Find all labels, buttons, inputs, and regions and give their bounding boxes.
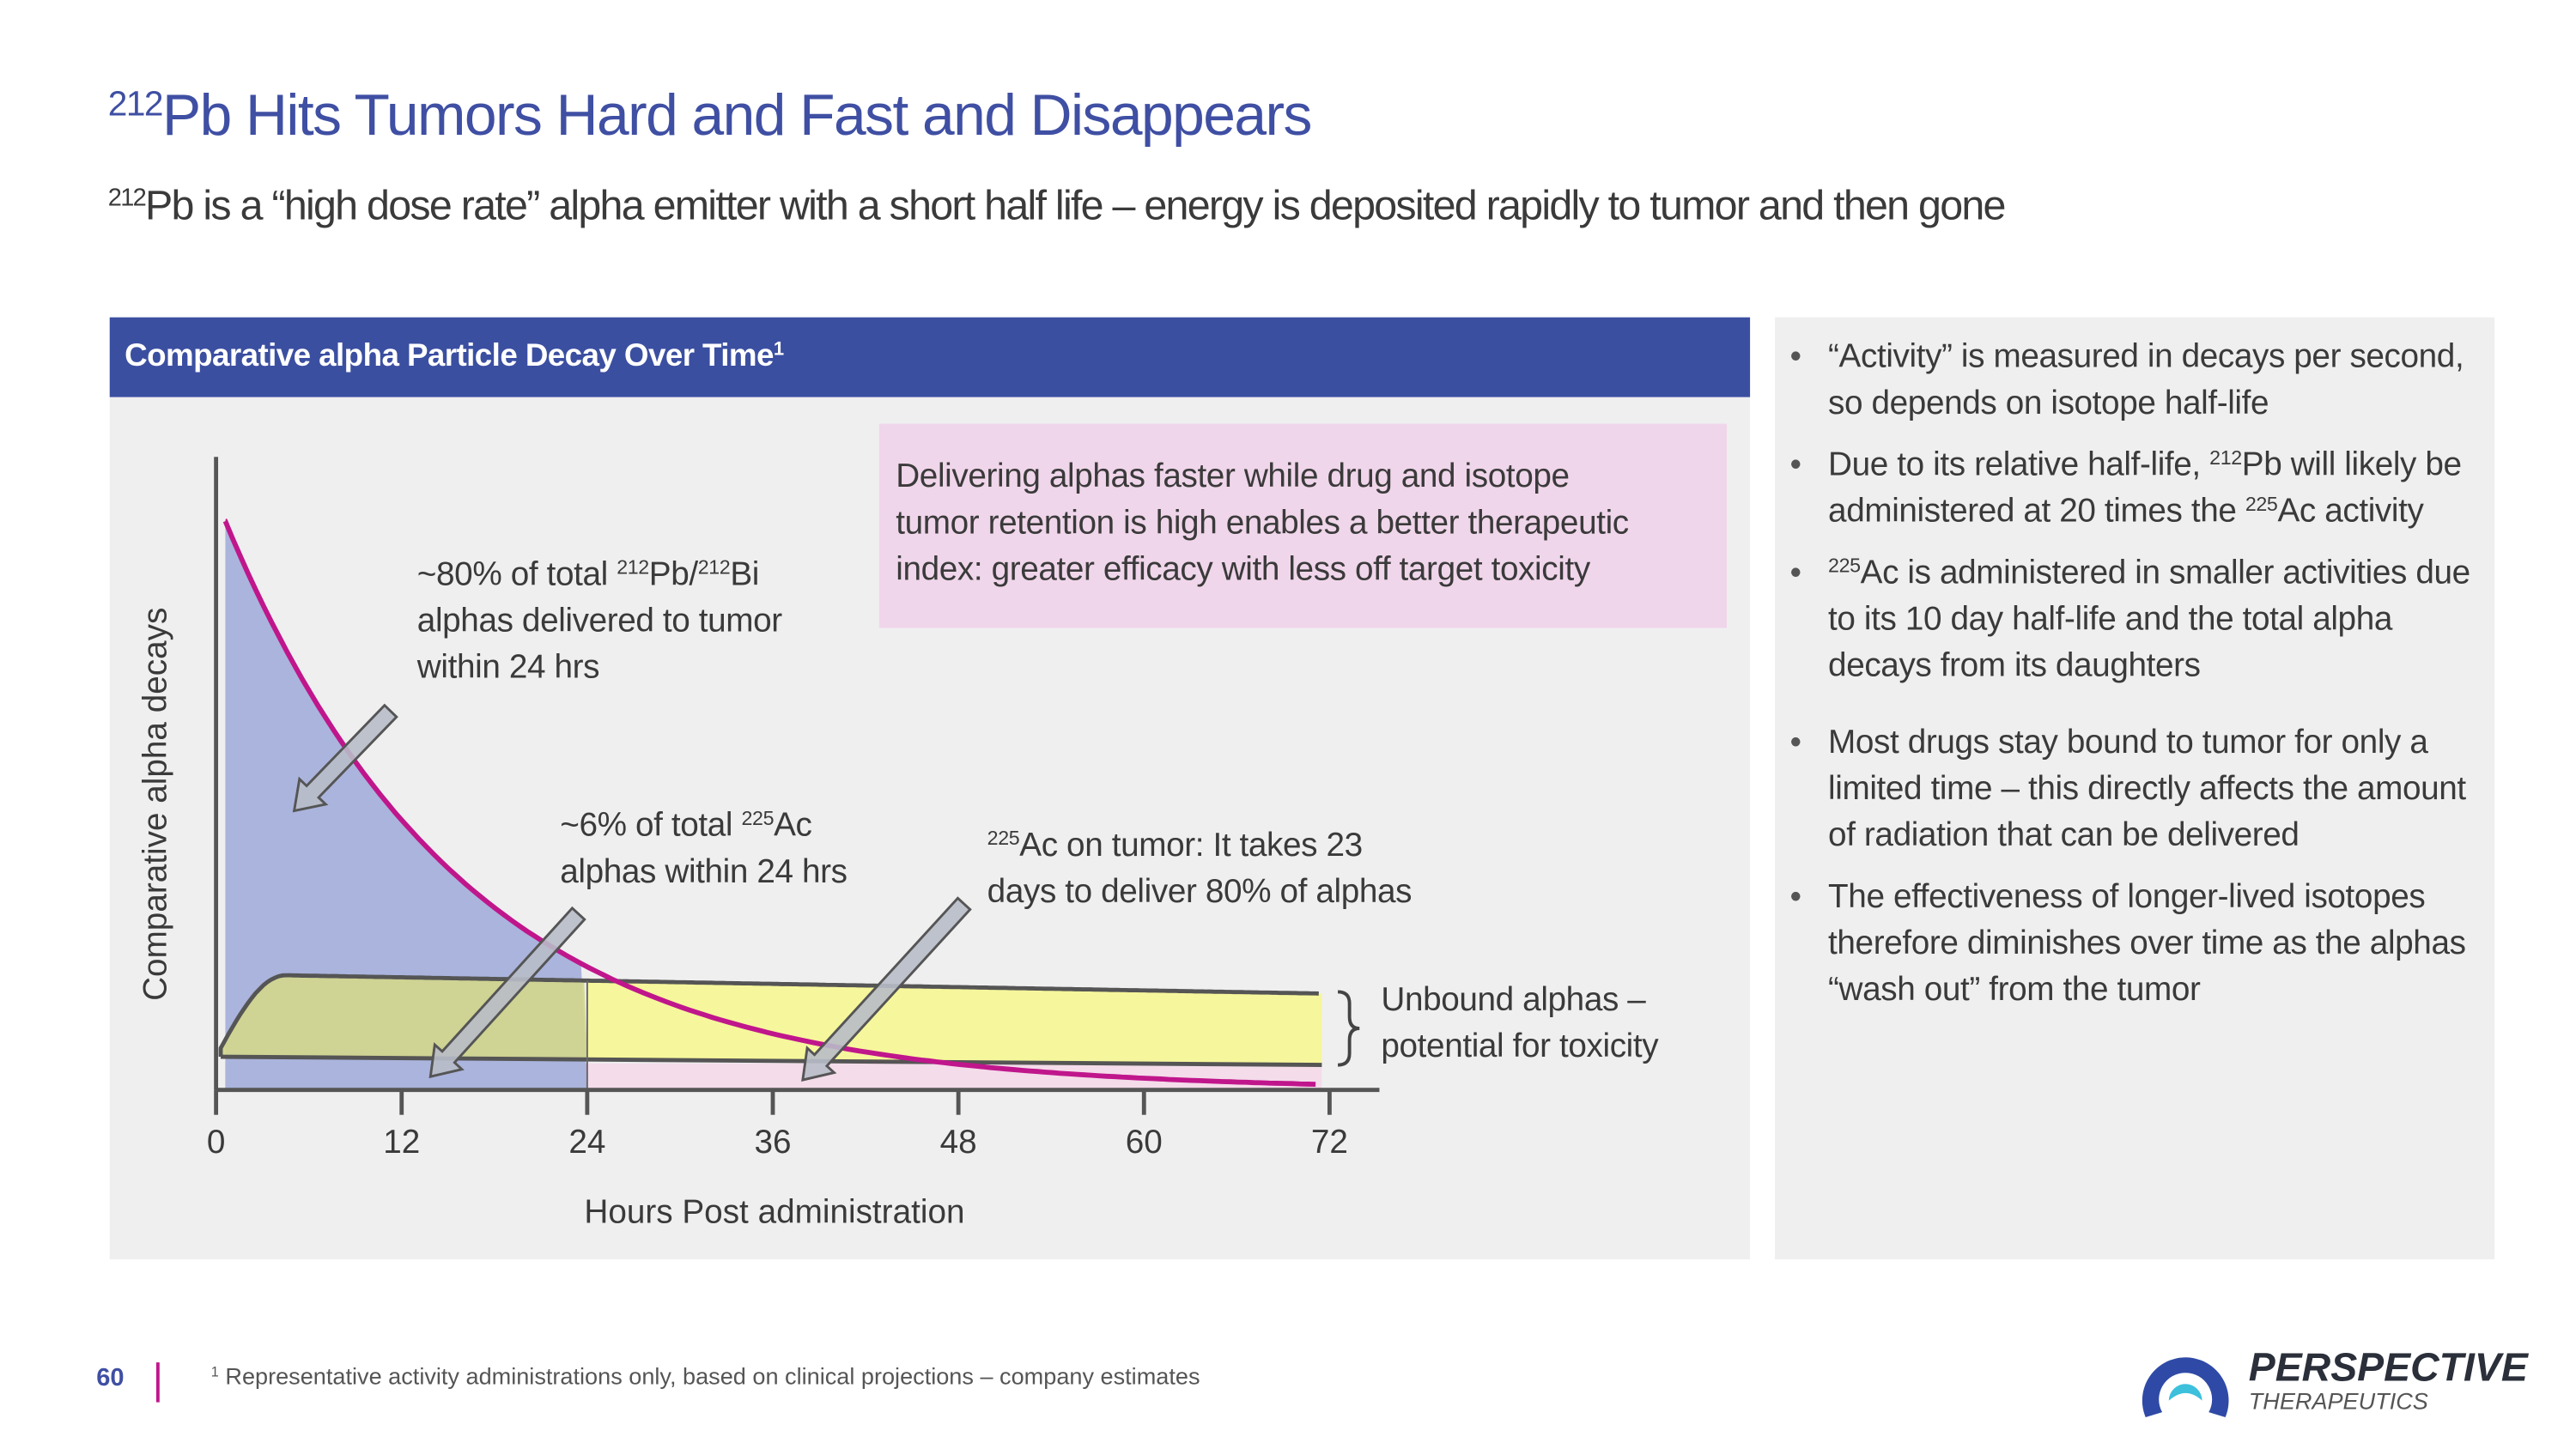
ac-band <box>586 980 1322 1065</box>
bullet-text: Ac is administered in smaller activities… <box>1828 555 2470 685</box>
page-number: 60 <box>96 1364 125 1392</box>
company-logo: PERSPECTIVE THERAPEUTICS <box>2136 1334 2543 1425</box>
tumor-strip-after <box>586 1063 1322 1090</box>
x-tick-label: 12 <box>383 1124 420 1161</box>
logo-mark-icon: PERSPECTIVE THERAPEUTICS <box>2142 1344 2530 1417</box>
footer-divider <box>155 1362 160 1403</box>
ann-text: Unbound alphas – <box>1381 981 1646 1019</box>
footnote-text: Representative activity administrations … <box>225 1362 1200 1390</box>
x-tick-label: 24 <box>568 1124 605 1161</box>
ann-text: Ac <box>774 807 812 845</box>
bullet-item: Most drugs stay bound to tumor for only … <box>1775 719 2494 859</box>
ann-text: Pb/ <box>648 556 698 593</box>
message-line: Delivering alphas faster while drug and … <box>896 458 1570 495</box>
bullet-sup: 225 <box>1828 554 1861 578</box>
bullet-item: Due to its relative half-life, 212Pb wil… <box>1775 442 2494 535</box>
x-tick-label: 60 <box>1126 1124 1163 1161</box>
x-tick-label: 36 <box>754 1124 791 1161</box>
pb-area <box>225 521 587 1090</box>
bullet-item: 225Ac is administered in smaller activit… <box>1775 550 2494 690</box>
ann-sup: 212 <box>697 555 731 579</box>
bullet-text: Due to its relative half-life, <box>1828 446 2210 484</box>
footnote-sup: 1 <box>210 1362 219 1380</box>
annotation-pb: ~80% of total 212Pb/212Bi alphas deliver… <box>417 552 782 692</box>
x-tick-label: 72 <box>1311 1124 1348 1161</box>
ann-text: potential for toxicity <box>1381 1028 1659 1065</box>
title-text: Pb Hits Tumors Hard and Fast and Disappe… <box>161 82 1312 149</box>
ann-text: ~6% of total <box>560 807 742 845</box>
bullet-sup: 225 <box>2245 492 2278 516</box>
y-axis-label: Comparative alpha decays <box>137 608 174 1001</box>
subtitle-sup: 212 <box>107 184 147 213</box>
arrow-ac6-icon <box>428 906 586 1079</box>
x-tick-label: 48 <box>940 1124 977 1161</box>
page-title: 212Pb Hits Tumors Hard and Fast and Disa… <box>107 82 1313 149</box>
ann-text: Bi <box>730 556 759 593</box>
bullet-text: The effectiveness of longer-lived isotop… <box>1828 878 2466 1009</box>
ann-text: Ac on tumor: It takes 23 <box>1019 827 1363 864</box>
message-line: index: greater efficacy with less off ta… <box>896 551 1590 589</box>
pb-decay-curve <box>222 518 1316 1088</box>
chart-header: Comparative alpha Particle Decay Over Ti… <box>109 317 1751 397</box>
ann-sup: 225 <box>987 826 1020 850</box>
message-box: Delivering alphas faster while drug and … <box>878 423 1727 628</box>
ann-text: within 24 hrs <box>416 649 600 687</box>
ac-band-bottom-line <box>221 1054 1322 1068</box>
ann-text: ~80% of total <box>416 556 617 593</box>
notes-panel: “Activity” is measured in decays per sec… <box>1775 317 2495 1260</box>
annotation-unbound: Unbound alphas – potential for toxicity <box>1381 977 1658 1070</box>
bullet-sup: 212 <box>2209 446 2242 470</box>
title-sup: 212 <box>107 85 164 124</box>
subtitle-text: Pb is a “high dose rate” alpha emitter w… <box>145 182 2006 230</box>
chart-header-sup: 1 <box>773 340 784 361</box>
x-tick-label: 0 <box>207 1124 226 1161</box>
annotation-ac-23days: 225Ac on tumor: It takes 23 days to deli… <box>987 822 1413 915</box>
bullet-text: Ac activity <box>2277 493 2424 530</box>
x-axis-label: Hours Post administration <box>584 1194 964 1231</box>
footnote: 1 Representative activity administration… <box>211 1362 1200 1389</box>
bullet-text: Most drugs stay bound to tumor for only … <box>1828 724 2466 854</box>
logo-name: PERSPECTIVE <box>2249 1344 2530 1389</box>
ac-band-top-line <box>218 973 1319 1058</box>
bullet-item: The effectiveness of longer-lived isotop… <box>1775 874 2494 1014</box>
annotation-ac-6pct: ~6% of total 225Ac alphas within 24 hrs <box>560 803 848 895</box>
brace-icon <box>1337 990 1360 1067</box>
ann-text: alphas delivered to tumor <box>416 603 782 640</box>
page-subtitle: 212Pb is a “high dose rate” alpha emitte… <box>107 182 2007 231</box>
ann-sup: 212 <box>617 555 649 579</box>
bullet-text: Pb will likely be administered at 20 tim… <box>1828 446 2462 530</box>
arrow-pb-icon <box>292 703 398 813</box>
ann-text: days to deliver 80% of alphas <box>987 874 1413 911</box>
ac-band-24h <box>221 975 587 1060</box>
message-line: tumor retention is high enables a better… <box>896 505 1629 542</box>
bullet-text: “Activity” is measured in decays per sec… <box>1828 338 2464 422</box>
arrow-ac23-icon <box>801 896 972 1082</box>
logo-sub: THERAPEUTICS <box>2249 1387 2428 1414</box>
bullet-item: “Activity” is measured in decays per sec… <box>1775 334 2494 427</box>
ann-text: alphas within 24 hrs <box>560 853 848 891</box>
chart-header-text: Comparative alpha Particle Decay Over Ti… <box>125 338 774 374</box>
ann-sup: 225 <box>741 806 775 830</box>
